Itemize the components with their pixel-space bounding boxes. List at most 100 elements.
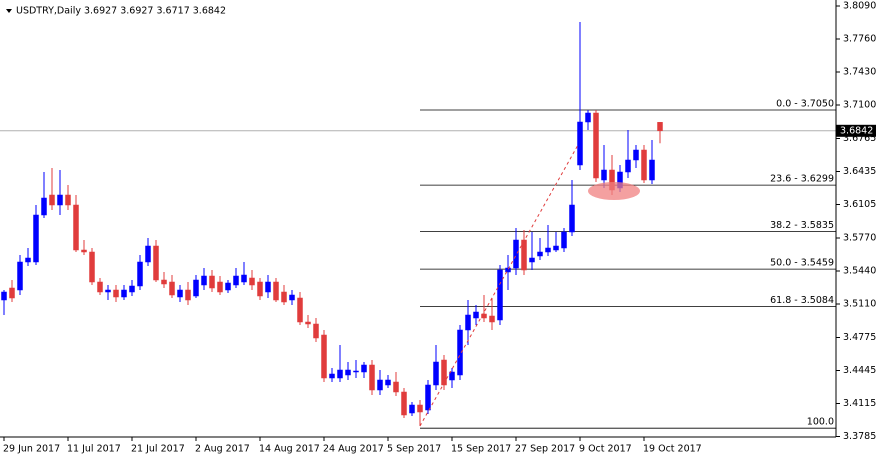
fib-label: 61.8 - 3.5084: [770, 295, 834, 306]
candle-body: [361, 364, 367, 373]
candle-body: [369, 364, 375, 391]
x-tick-label: 5 Sep 2017: [387, 444, 441, 455]
candle-body: [553, 245, 559, 251]
candle-body: [561, 231, 567, 249]
y-tick-label: 3.4775: [843, 332, 876, 343]
candle-body: [425, 384, 431, 411]
candle-body: [209, 275, 215, 289]
candle-body: [49, 194, 55, 206]
candle-body: [225, 282, 231, 291]
plot-area: [0, 22, 836, 429]
candle-body: [625, 159, 631, 173]
candle-body: [321, 334, 327, 379]
candle-body: [633, 149, 639, 161]
candle-body: [281, 291, 287, 303]
candle-body: [177, 289, 183, 298]
candle-body: [89, 251, 95, 283]
candle-body: [17, 261, 23, 291]
candle-body: [297, 297, 303, 323]
candle-body: [441, 359, 447, 386]
candle-body: [513, 239, 519, 269]
candle-body: [577, 121, 583, 166]
candle-body: [337, 369, 343, 379]
candle-body: [137, 261, 143, 287]
candle-body: [65, 194, 71, 206]
x-tick-label: 9 Oct 2017: [579, 444, 632, 455]
candle-body: [145, 245, 151, 263]
candle-body: [33, 214, 39, 263]
y-tick-label: 3.5110: [843, 299, 876, 310]
y-tick-label: 3.6105: [843, 199, 876, 210]
x-tick-label: 15 Sep 2017: [451, 444, 511, 455]
candle-body: [9, 287, 15, 299]
candle-body: [153, 245, 159, 281]
candle-body: [81, 249, 87, 253]
x-tick-label: 11 Jul 2017: [67, 444, 121, 455]
candle-body: [497, 269, 503, 321]
candle-body: [401, 391, 407, 416]
candle-body: [449, 371, 455, 381]
candle-body: [233, 275, 239, 286]
y-tick-label: 3.7430: [843, 67, 876, 78]
candle-body: [201, 275, 207, 286]
y-tick-label: 3.7760: [843, 34, 876, 45]
candle-body: [105, 289, 111, 293]
fib-label: 23.6 - 3.6299: [770, 174, 834, 185]
candle-body: [393, 381, 399, 393]
x-tick-label: 21 Jul 2017: [131, 444, 185, 455]
candle-body: [73, 204, 79, 251]
candle-body: [377, 379, 383, 391]
candle-body: [121, 289, 127, 298]
y-tick-label: 3.5440: [843, 266, 876, 277]
x-tick-label: 29 Jun 2017: [3, 444, 60, 455]
candle-body: [433, 361, 439, 386]
fib-label: 50.0 - 3.5459: [770, 258, 834, 269]
candle-body: [1, 291, 7, 301]
candle-body: [505, 267, 511, 273]
candle-body: [417, 404, 423, 413]
candle-body: [305, 321, 311, 325]
candle-body: [657, 122, 663, 132]
candle-body: [169, 281, 175, 296]
y-tick-label: 3.6765: [843, 133, 876, 144]
candle-body: [161, 279, 167, 285]
candle-body: [545, 247, 551, 253]
candle-body: [601, 169, 607, 181]
candle-body: [185, 289, 191, 301]
candle-body: [465, 314, 471, 331]
x-tick-label: 27 Sep 2017: [515, 444, 575, 455]
fib-label: 38.2 - 3.5835: [770, 220, 834, 231]
current-price-box: [836, 124, 876, 137]
y-tick-label: 3.7100: [843, 100, 876, 111]
chart-title: USDTRY,Daily 3.6927 3.6927 3.6717 3.6842: [16, 6, 226, 17]
candle-body: [193, 279, 199, 297]
candle-body: [569, 204, 575, 233]
candle-body: [353, 370, 359, 373]
candle-body: [265, 281, 271, 293]
y-tick-label: 3.4445: [843, 365, 876, 376]
candle-body: [385, 379, 391, 386]
y-tick-label: 3.8090: [843, 1, 876, 12]
candle-body: [345, 369, 351, 376]
candle-body: [97, 281, 103, 293]
candle-body: [289, 294, 295, 301]
y-tick-label: 3.6435: [843, 166, 876, 177]
candle-body: [329, 373, 335, 379]
candle-body: [129, 285, 135, 293]
candle-body: [649, 159, 655, 181]
candle-body: [257, 281, 263, 297]
candle-body: [473, 311, 479, 319]
fib-label: 100.0: [807, 417, 834, 428]
candle-body: [241, 274, 247, 283]
candle-body: [489, 315, 495, 323]
candle-body: [249, 277, 255, 286]
candle-body: [409, 404, 415, 414]
candle-body: [521, 239, 527, 271]
candle-body: [25, 257, 31, 263]
y-tick-label: 3.4115: [843, 398, 876, 409]
current-price-label: 3.6842: [840, 125, 873, 136]
candle-body: [457, 329, 463, 376]
candle-body: [537, 251, 543, 257]
x-tick-label: 19 Oct 2017: [643, 444, 702, 455]
